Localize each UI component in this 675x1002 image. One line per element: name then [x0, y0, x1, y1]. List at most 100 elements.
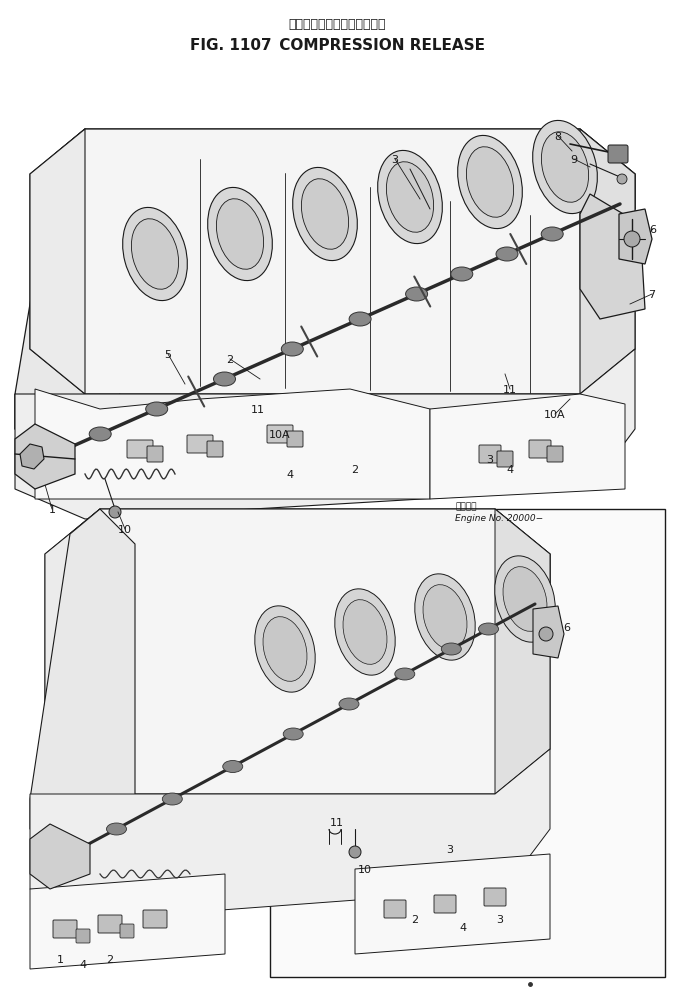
Circle shape: [349, 846, 361, 858]
Text: 6: 6: [649, 224, 657, 234]
Polygon shape: [430, 395, 625, 500]
Ellipse shape: [281, 343, 303, 357]
Text: 2: 2: [352, 465, 358, 475]
Ellipse shape: [495, 556, 556, 642]
Polygon shape: [355, 854, 550, 954]
Text: 8: 8: [554, 132, 562, 142]
Ellipse shape: [451, 268, 472, 282]
Text: 10: 10: [118, 524, 132, 534]
Polygon shape: [30, 130, 635, 395]
FancyBboxPatch shape: [53, 920, 77, 938]
Ellipse shape: [132, 219, 179, 290]
Ellipse shape: [541, 132, 589, 203]
Polygon shape: [15, 395, 120, 460]
Text: 10A: 10A: [544, 410, 566, 420]
Ellipse shape: [223, 761, 243, 773]
Ellipse shape: [441, 643, 461, 655]
Text: 2: 2: [107, 954, 113, 964]
FancyBboxPatch shape: [529, 441, 551, 459]
Ellipse shape: [208, 188, 273, 282]
Polygon shape: [15, 425, 75, 490]
Ellipse shape: [466, 147, 514, 218]
Polygon shape: [45, 509, 550, 795]
Text: 3: 3: [497, 914, 504, 924]
Ellipse shape: [386, 162, 433, 233]
FancyBboxPatch shape: [127, 441, 153, 459]
Ellipse shape: [503, 567, 547, 631]
Ellipse shape: [479, 623, 499, 635]
Ellipse shape: [335, 589, 396, 675]
FancyBboxPatch shape: [120, 924, 134, 938]
Polygon shape: [30, 749, 550, 919]
Text: 11: 11: [330, 818, 344, 828]
Circle shape: [539, 627, 553, 641]
Text: FIG. 1107 COMPRESSION RELEASE: FIG. 1107 COMPRESSION RELEASE: [190, 38, 485, 53]
Ellipse shape: [213, 373, 236, 387]
Ellipse shape: [293, 168, 357, 262]
Polygon shape: [30, 825, 90, 889]
Polygon shape: [15, 130, 120, 460]
Text: 2: 2: [226, 355, 234, 365]
Ellipse shape: [107, 824, 126, 835]
Ellipse shape: [406, 288, 427, 302]
Polygon shape: [45, 509, 100, 795]
Text: 11: 11: [503, 385, 517, 395]
Circle shape: [617, 174, 627, 184]
FancyBboxPatch shape: [547, 447, 563, 463]
Text: 1: 1: [49, 504, 55, 514]
Polygon shape: [30, 874, 225, 969]
Text: Engine No. 20000−: Engine No. 20000−: [455, 513, 543, 522]
Text: 5: 5: [165, 350, 171, 360]
Polygon shape: [533, 606, 564, 658]
Ellipse shape: [533, 121, 597, 214]
Circle shape: [624, 231, 640, 247]
FancyBboxPatch shape: [267, 426, 293, 444]
Polygon shape: [619, 209, 652, 265]
Polygon shape: [55, 130, 635, 209]
Ellipse shape: [377, 151, 442, 244]
FancyBboxPatch shape: [608, 146, 628, 164]
Ellipse shape: [284, 728, 303, 740]
FancyBboxPatch shape: [497, 452, 513, 468]
Polygon shape: [70, 509, 550, 589]
Polygon shape: [15, 350, 635, 519]
FancyBboxPatch shape: [147, 447, 163, 463]
Ellipse shape: [146, 403, 167, 417]
FancyBboxPatch shape: [479, 446, 501, 464]
FancyBboxPatch shape: [434, 895, 456, 913]
Ellipse shape: [254, 606, 315, 692]
Polygon shape: [20, 445, 44, 470]
Ellipse shape: [339, 698, 359, 710]
Polygon shape: [30, 509, 135, 859]
Text: 4: 4: [460, 922, 466, 932]
Text: 3: 3: [446, 844, 454, 854]
Ellipse shape: [217, 199, 264, 270]
Text: 2: 2: [412, 914, 418, 924]
Text: 9: 9: [570, 155, 578, 165]
Text: 10: 10: [358, 864, 372, 874]
FancyBboxPatch shape: [76, 929, 90, 943]
FancyBboxPatch shape: [98, 915, 122, 933]
FancyBboxPatch shape: [207, 442, 223, 458]
Polygon shape: [580, 194, 645, 320]
Ellipse shape: [89, 428, 111, 442]
Text: 4: 4: [286, 470, 294, 480]
FancyBboxPatch shape: [287, 432, 303, 448]
Text: 3: 3: [487, 455, 493, 465]
Text: コンプレッション　リリース: コンプレッション リリース: [288, 18, 385, 31]
Polygon shape: [35, 390, 430, 500]
Polygon shape: [495, 509, 550, 795]
Ellipse shape: [541, 227, 563, 241]
FancyBboxPatch shape: [270, 509, 665, 977]
Polygon shape: [580, 130, 635, 395]
Ellipse shape: [414, 574, 475, 660]
Ellipse shape: [263, 617, 307, 681]
Text: 7: 7: [649, 290, 655, 300]
Polygon shape: [30, 130, 85, 395]
FancyBboxPatch shape: [143, 910, 167, 928]
Text: 11: 11: [251, 405, 265, 415]
Circle shape: [610, 147, 626, 163]
Ellipse shape: [162, 794, 182, 806]
Ellipse shape: [301, 179, 349, 250]
Ellipse shape: [458, 136, 522, 229]
